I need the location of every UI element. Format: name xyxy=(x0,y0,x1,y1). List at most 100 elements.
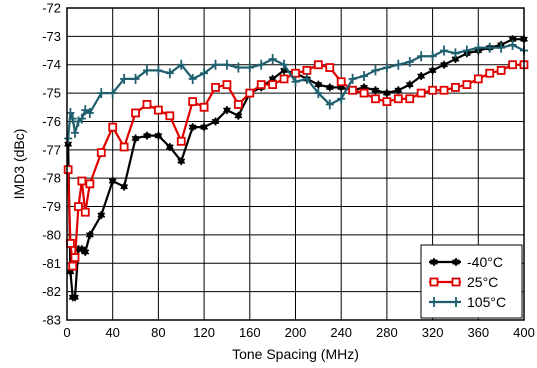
data-point xyxy=(119,142,129,152)
x-tick-label: 120 xyxy=(193,325,215,340)
data-point xyxy=(70,127,79,138)
data-point xyxy=(177,157,186,166)
data-point xyxy=(440,60,448,69)
data-point xyxy=(245,88,255,98)
data-point xyxy=(360,71,369,82)
data-point xyxy=(451,55,460,64)
x-tick-label: 360 xyxy=(467,325,489,340)
data-point xyxy=(393,94,403,104)
data-point xyxy=(142,65,151,76)
data-point xyxy=(313,60,323,70)
data-point xyxy=(291,68,300,78)
data-point xyxy=(200,68,209,79)
data-point xyxy=(63,165,73,175)
x-axis-label: Tone Spacing (MHz) xyxy=(232,346,359,362)
data-point xyxy=(211,117,220,126)
data-point xyxy=(325,63,335,72)
data-point xyxy=(81,105,90,116)
data-point xyxy=(97,211,106,220)
data-point xyxy=(188,97,198,106)
data-point xyxy=(142,100,152,109)
data-point xyxy=(70,253,80,263)
data-point xyxy=(473,74,483,84)
data-point xyxy=(143,131,151,140)
data-point xyxy=(74,202,83,211)
data-point xyxy=(371,86,380,95)
data-point xyxy=(348,85,358,95)
x-tick-label: 240 xyxy=(330,325,352,340)
y-tick-label: -80 xyxy=(42,227,61,242)
y-tick-label: -73 xyxy=(42,29,61,44)
data-point xyxy=(462,45,471,56)
x-tick-label: 400 xyxy=(513,325,535,340)
y-tick-label: -83 xyxy=(42,313,61,328)
legend-marker xyxy=(452,297,460,307)
x-tick-label: 200 xyxy=(285,325,307,340)
data-point xyxy=(200,123,208,132)
data-point xyxy=(97,88,106,99)
data-point xyxy=(222,59,231,70)
y-tick-label: -74 xyxy=(42,57,61,72)
y-tick-label: -77 xyxy=(42,142,61,157)
data-point xyxy=(96,148,106,158)
data-point xyxy=(120,73,129,84)
plot-frame xyxy=(66,7,525,321)
data-point xyxy=(383,89,391,98)
legend-marker xyxy=(429,277,439,287)
data-point xyxy=(417,72,426,81)
x-tick-label: 280 xyxy=(376,325,398,340)
data-point xyxy=(154,131,163,140)
legend-marker xyxy=(430,258,438,266)
data-point xyxy=(348,73,357,84)
data-point xyxy=(325,83,334,92)
y-tick-label: -75 xyxy=(42,86,61,101)
series-line xyxy=(67,38,524,299)
data-point xyxy=(428,66,437,75)
data-point xyxy=(497,42,506,53)
data-point xyxy=(153,105,163,115)
data-point xyxy=(268,80,278,89)
series-line xyxy=(67,43,525,139)
data-point xyxy=(211,83,220,92)
legend-label: -40°C xyxy=(467,254,503,270)
data-point xyxy=(405,94,415,104)
data-point xyxy=(474,42,483,53)
data-point xyxy=(68,113,77,124)
data-point xyxy=(428,51,437,62)
data-point xyxy=(451,48,460,59)
data-point xyxy=(291,76,300,87)
x-tick-label: 40 xyxy=(105,325,119,340)
data-point xyxy=(233,100,243,109)
y-tick-label: -76 xyxy=(42,114,61,129)
x-tick-label: 160 xyxy=(239,325,261,340)
y-tick-label: -82 xyxy=(42,284,61,299)
data-point xyxy=(120,182,129,191)
x-tick-label: 80 xyxy=(151,325,165,340)
data-point xyxy=(371,94,380,104)
data-point xyxy=(314,88,323,99)
y-tick-label: -72 xyxy=(42,1,61,16)
data-point xyxy=(485,68,495,78)
series-line xyxy=(67,63,524,268)
legend-label: 25°C xyxy=(467,274,498,290)
data-point xyxy=(176,136,186,146)
data-point xyxy=(77,113,86,124)
data-point xyxy=(165,111,175,121)
data-point xyxy=(382,97,392,106)
data-point xyxy=(77,176,87,186)
tick-labels: 0 40 80 120 160 200 240 280 320 360 400 -72 -73 -74 -7… xyxy=(42,1,535,341)
data-point xyxy=(68,261,78,271)
legend-label: 105°C xyxy=(467,294,506,310)
data-point xyxy=(417,51,426,62)
data-point xyxy=(131,134,140,143)
data-point xyxy=(302,73,311,84)
data-point xyxy=(439,85,449,95)
data-point xyxy=(325,99,334,110)
data-point xyxy=(257,59,266,70)
y-tick-label: -78 xyxy=(42,171,61,186)
data-point xyxy=(222,80,232,89)
data-point xyxy=(165,142,174,151)
data-point xyxy=(66,107,75,118)
data-point xyxy=(428,85,438,95)
